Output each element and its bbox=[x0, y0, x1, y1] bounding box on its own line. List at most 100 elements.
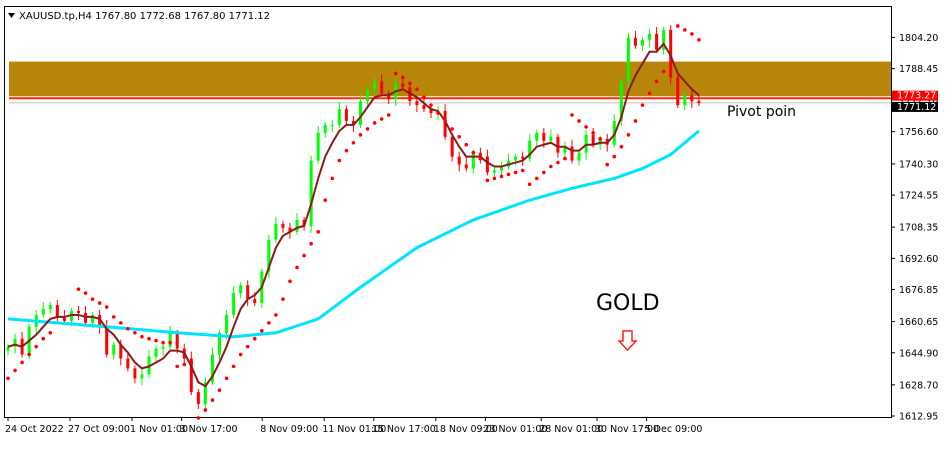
candle-bull bbox=[648, 33, 652, 40]
x-tick-label: 28 Nov 01:00 bbox=[539, 424, 603, 435]
candle-bear bbox=[77, 310, 80, 313]
sar-dot bbox=[210, 398, 215, 402]
sar-dot bbox=[563, 156, 567, 161]
sar-dot bbox=[126, 327, 130, 331]
candle-bear bbox=[676, 77, 680, 106]
candle-bull bbox=[514, 156, 518, 161]
y-tick-label: 1788.45 bbox=[899, 64, 938, 75]
sar-dot bbox=[295, 265, 299, 270]
candle-bear bbox=[464, 164, 468, 169]
sar-dot bbox=[675, 24, 680, 28]
candle-bear bbox=[556, 136, 560, 153]
candle-bull bbox=[492, 170, 496, 173]
candle-bull bbox=[218, 332, 221, 355]
candle-bear bbox=[288, 227, 292, 232]
candle-bear bbox=[591, 134, 595, 145]
candle-bull bbox=[683, 95, 687, 106]
sar-dot bbox=[189, 360, 194, 365]
sar-dot bbox=[274, 313, 278, 317]
sar-dot bbox=[429, 103, 433, 107]
sar-dot bbox=[626, 133, 631, 137]
candle-bull bbox=[337, 109, 341, 125]
parabolic-sar-dots bbox=[6, 24, 701, 420]
sar-dot bbox=[281, 297, 285, 301]
candle-bull bbox=[500, 166, 503, 171]
y-tick-label: 1740.30 bbox=[899, 159, 938, 170]
sar-dot bbox=[154, 338, 158, 343]
sar-dot bbox=[534, 176, 539, 181]
candle-bear bbox=[633, 37, 637, 46]
sar-dot bbox=[140, 334, 144, 339]
sar-dot bbox=[485, 178, 490, 183]
resistance-zone bbox=[9, 61, 891, 97]
sar-dot bbox=[697, 38, 701, 42]
candle-bear bbox=[246, 285, 250, 300]
sar-dot bbox=[415, 87, 419, 92]
sar-dot bbox=[34, 344, 38, 349]
y-tick-label: 1772.70 bbox=[899, 95, 938, 106]
sar-dot bbox=[316, 230, 321, 234]
y-tick-label: 1708.35 bbox=[899, 223, 938, 234]
candle-bear bbox=[570, 146, 574, 161]
sar-dot bbox=[379, 117, 384, 121]
price-axis: 1804.20 1788.45 1772.70 1756.60 1740.30 1724.… bbox=[891, 33, 938, 423]
candle-bull bbox=[662, 29, 666, 50]
sar-dot bbox=[647, 91, 652, 96]
candle-bull bbox=[225, 314, 229, 333]
sar-dot bbox=[570, 113, 574, 117]
candle-bear bbox=[542, 132, 546, 141]
sar-dot bbox=[506, 172, 511, 177]
sar-dot bbox=[330, 176, 335, 181]
candle-bear bbox=[105, 326, 109, 355]
sar-dot bbox=[203, 408, 208, 412]
sar-dot bbox=[224, 376, 229, 381]
candle-bear bbox=[457, 156, 461, 165]
collapse-triangle-icon[interactable] bbox=[8, 13, 15, 18]
x-tick-label: 23 Nov 01:00 bbox=[483, 424, 547, 435]
y-tick-label: 1628.70 bbox=[899, 380, 938, 391]
sar-dot bbox=[683, 28, 687, 32]
sar-dot bbox=[260, 328, 264, 333]
candle-bear bbox=[415, 101, 419, 106]
candle-bull bbox=[549, 136, 553, 141]
sar-dot bbox=[238, 352, 243, 357]
sar-dot bbox=[436, 111, 440, 115]
price-tag-lower-text: 1771.12 bbox=[897, 102, 936, 113]
candle-bull bbox=[203, 382, 207, 405]
sar-dot bbox=[598, 136, 602, 141]
sar-dot bbox=[133, 330, 137, 335]
sar-dot bbox=[104, 305, 109, 309]
candle-bear bbox=[253, 299, 257, 304]
candle-bear bbox=[401, 83, 405, 88]
sar-dot bbox=[577, 119, 581, 123]
sar-dot bbox=[288, 279, 292, 284]
sar-dot bbox=[6, 376, 10, 381]
down-arrow-icon bbox=[617, 330, 638, 352]
candle-bear bbox=[478, 152, 482, 157]
candle-bull bbox=[323, 124, 327, 133]
sar-dot bbox=[119, 321, 123, 325]
sar-dot bbox=[386, 113, 391, 117]
candle-bull bbox=[239, 285, 243, 294]
sar-dot bbox=[90, 297, 95, 301]
y-tick-label: 1644.90 bbox=[899, 348, 938, 359]
sar-dot bbox=[13, 368, 17, 373]
sar-dot bbox=[48, 330, 53, 335]
slow-moving-average bbox=[7, 129, 700, 339]
candle-bear bbox=[175, 332, 179, 349]
candle-bull bbox=[168, 332, 172, 347]
candle-bull bbox=[6, 346, 10, 351]
candle-bull bbox=[626, 37, 630, 82]
candle-bear bbox=[669, 29, 673, 78]
x-tick-label: 15 Nov 17:00 bbox=[372, 424, 436, 435]
candle-bull bbox=[267, 239, 271, 272]
candle-bear bbox=[429, 109, 433, 114]
candle-bear bbox=[62, 316, 66, 321]
sar-dot bbox=[612, 154, 617, 159]
sar-dot bbox=[619, 144, 624, 149]
sar-dot bbox=[196, 416, 201, 420]
candle-bull bbox=[295, 219, 299, 232]
candle-bear bbox=[521, 156, 525, 159]
